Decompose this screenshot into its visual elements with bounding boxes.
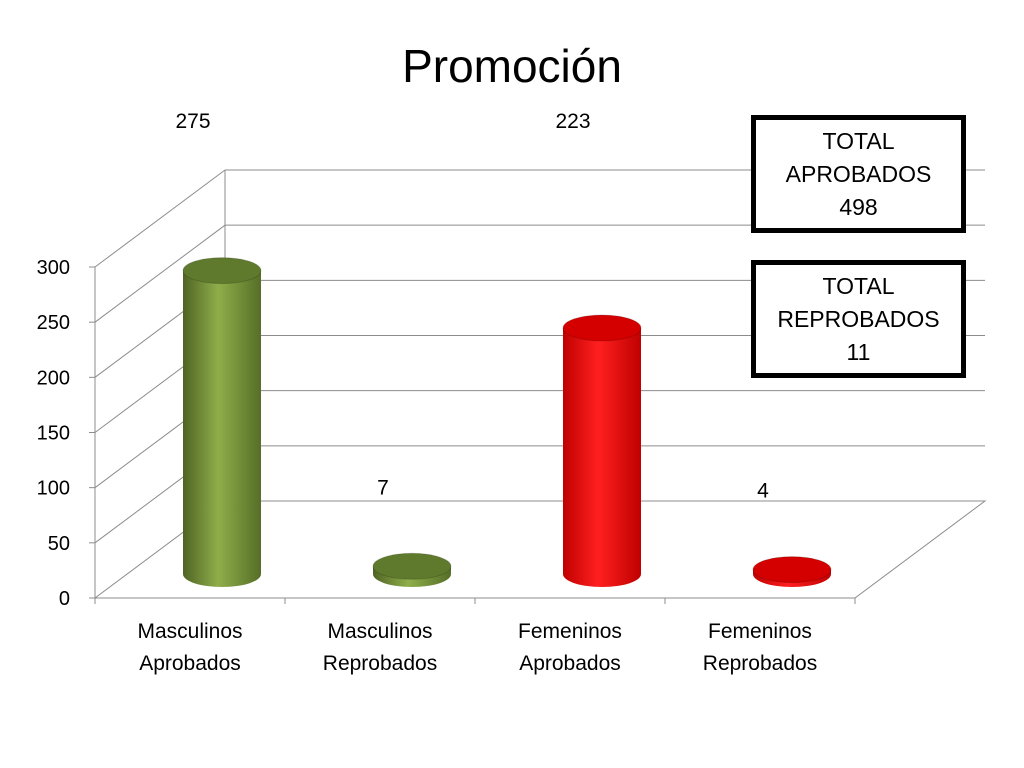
y-tick-label: 50 — [48, 533, 70, 555]
y-tick-label: 150 — [37, 423, 70, 445]
data-label: 7 — [377, 476, 389, 499]
x-category-label: Aprobados — [519, 652, 621, 675]
x-category-label: Aprobados — [139, 652, 241, 675]
axes: 0 50 100 150 200 250 300 Masculinos Aprobados Mas… — [37, 257, 856, 675]
total-approved-line1: TOTAL — [822, 127, 895, 154]
total-failed-line2: REPROBADOS — [777, 305, 940, 332]
floor — [93, 500, 987, 599]
x-category-label: Masculinos — [137, 620, 242, 643]
y-tick-label: 0 — [59, 588, 70, 610]
gridline-side — [94, 224, 226, 323]
bar-top — [372, 552, 452, 580]
bar-top — [182, 257, 262, 285]
bar — [182, 257, 262, 587]
gridline-side — [94, 169, 226, 268]
bar-top — [562, 314, 642, 342]
total-failed-value: 11 — [846, 338, 871, 365]
chart-title: Promoción — [402, 40, 622, 92]
bar — [752, 556, 832, 587]
y-tick-label: 250 — [37, 312, 70, 334]
bars — [182, 257, 832, 587]
total-failed-line1: TOTAL — [822, 272, 895, 299]
bar-top — [752, 556, 832, 584]
data-label: 4 — [757, 480, 769, 503]
bar-body — [563, 327, 641, 587]
x-category-label: Masculinos — [327, 620, 432, 643]
x-category-label: Reprobados — [323, 652, 437, 675]
x-category-label: Femeninos — [708, 620, 812, 643]
x-category-label: Femeninos — [518, 620, 622, 643]
x-category-label: Reprobados — [703, 652, 817, 675]
bar-body — [183, 270, 261, 587]
y-tick-label: 100 — [37, 478, 70, 500]
y-tick-label: 200 — [37, 367, 70, 389]
bar — [562, 314, 642, 587]
total-approved-box: TOTAL APROBADOS 498 — [751, 115, 966, 233]
y-tick-label: 300 — [37, 257, 70, 279]
total-approved-line2: APROBADOS — [785, 160, 932, 187]
data-label: 223 — [555, 110, 590, 133]
total-failed-box: TOTAL REPROBADOS 11 — [751, 260, 966, 378]
data-label: 275 — [175, 110, 210, 133]
bar — [372, 552, 452, 587]
data-labels: 275 7 223 4 — [175, 110, 769, 503]
total-approved-value: 498 — [839, 193, 878, 220]
